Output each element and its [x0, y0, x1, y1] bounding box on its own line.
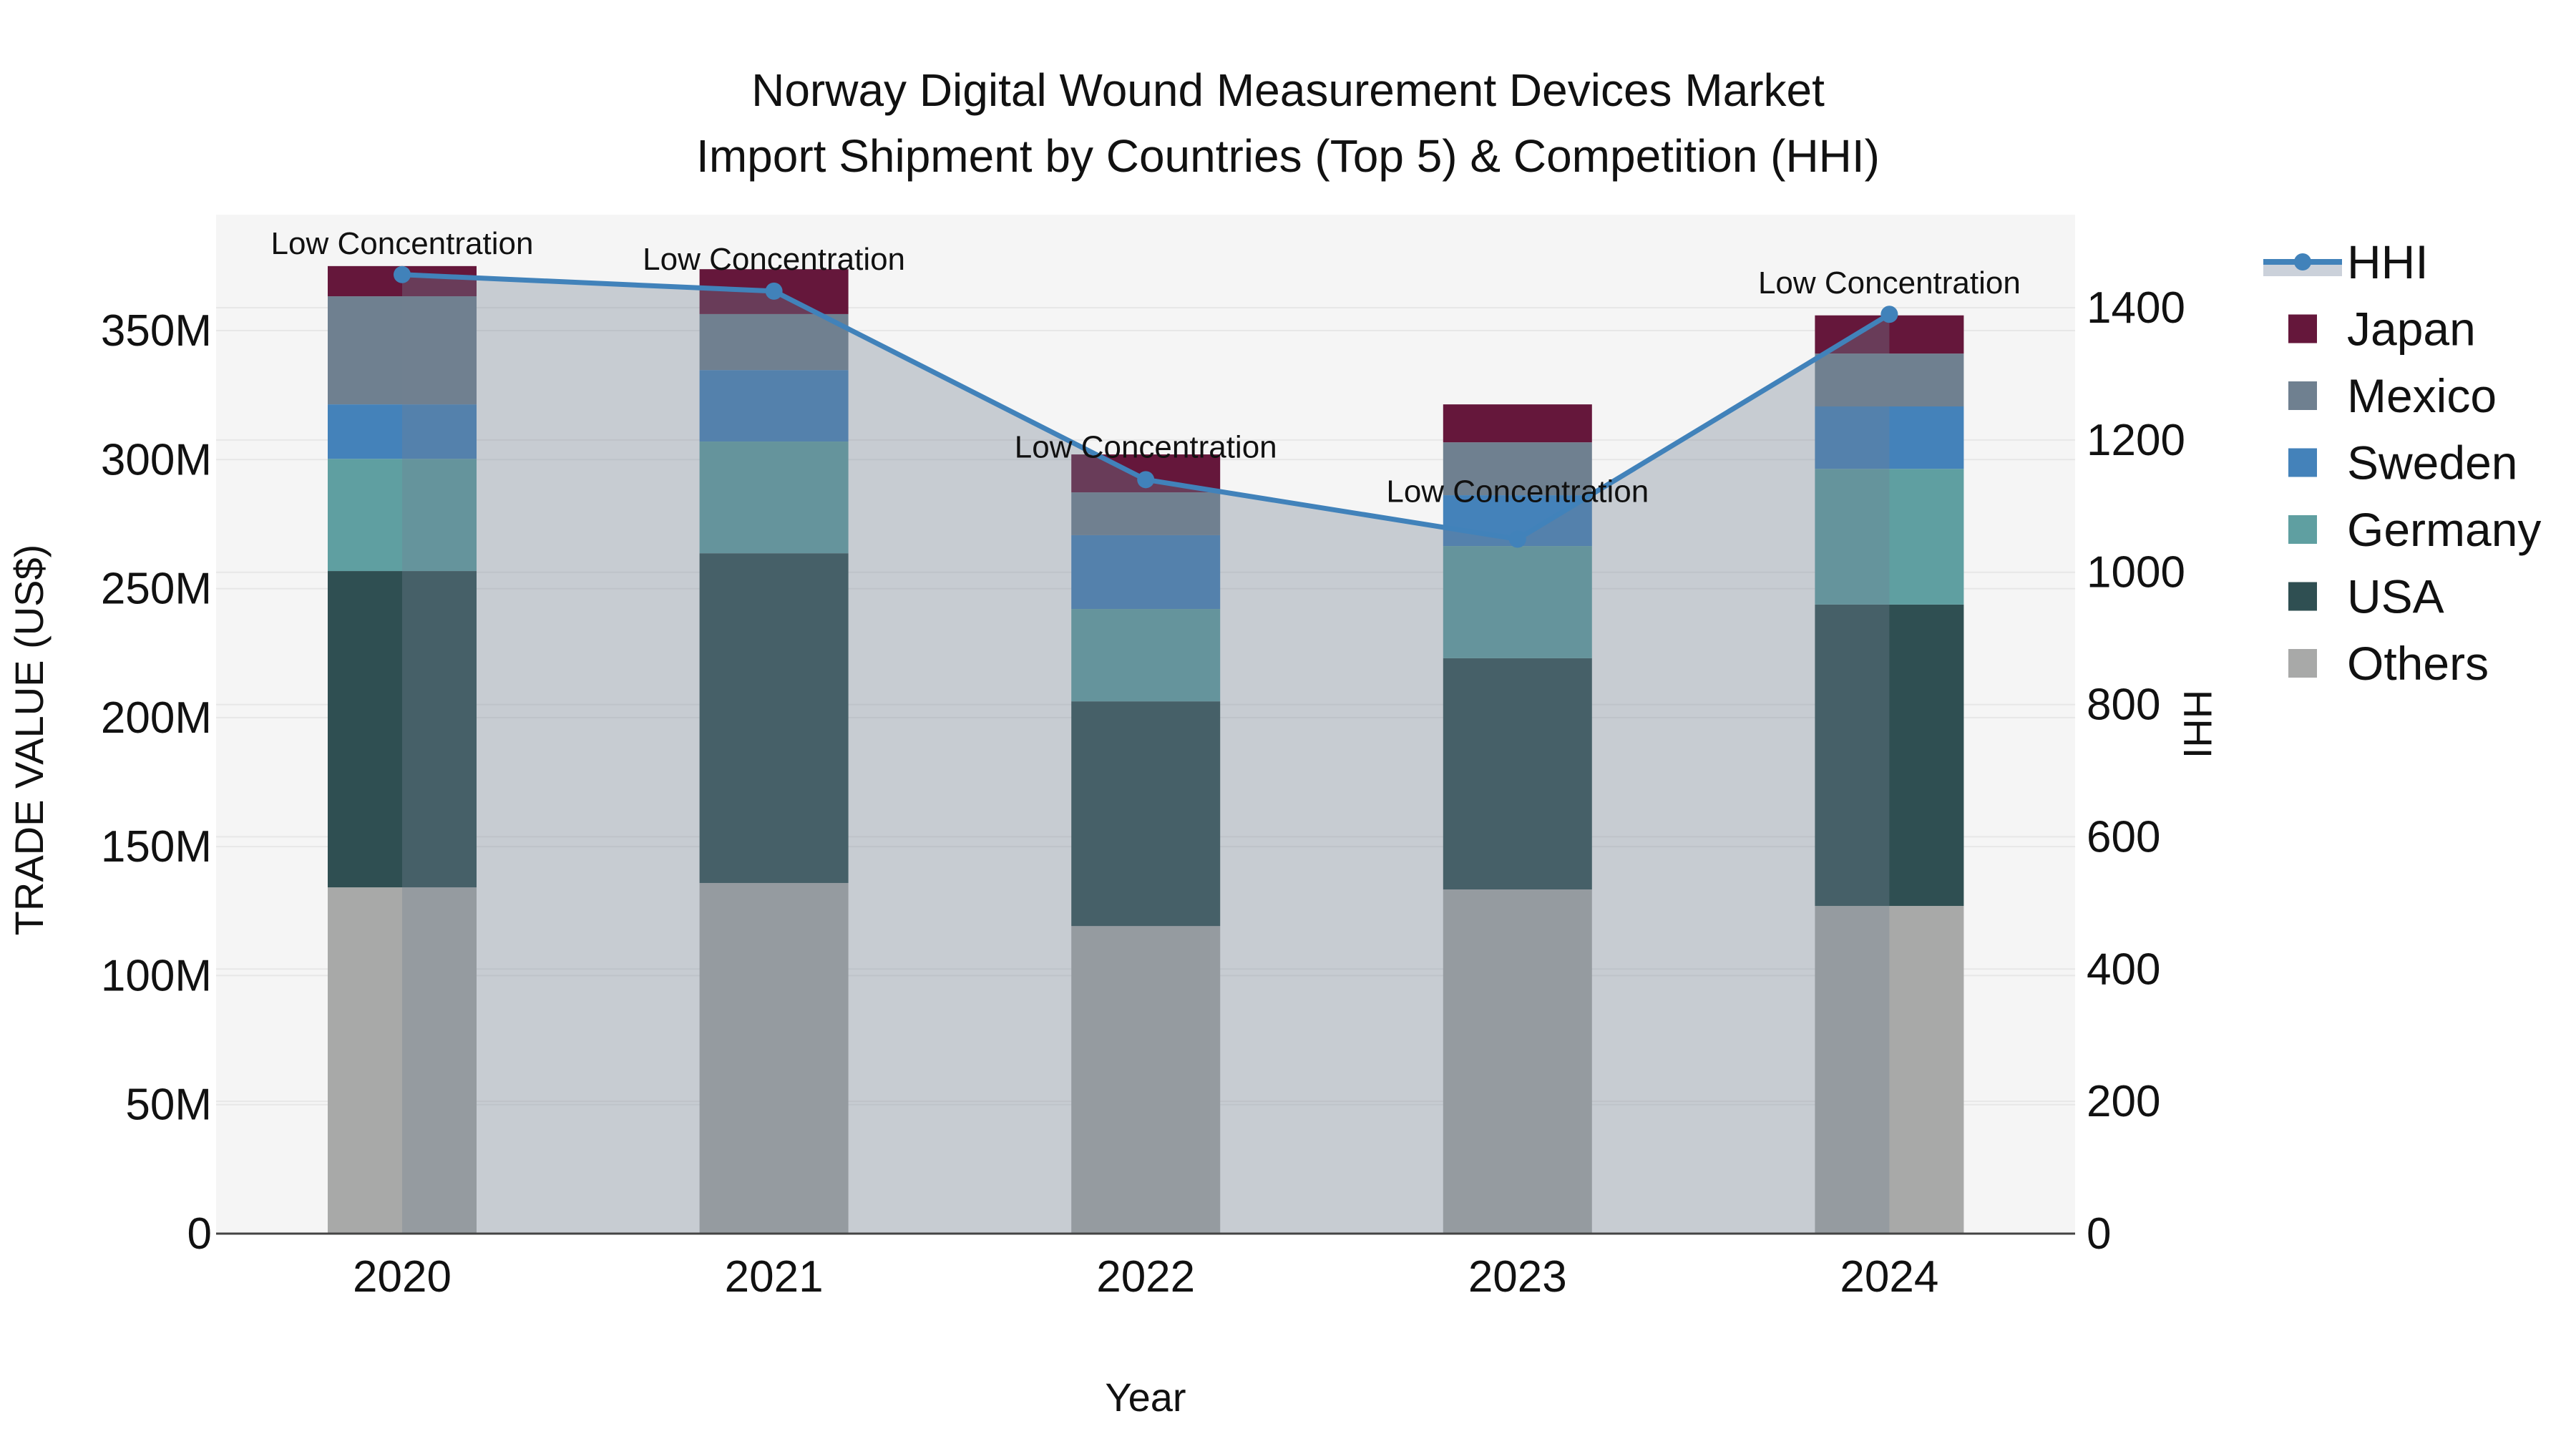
bar-segment-sweden-2021[interactable]	[699, 370, 849, 442]
bar-segment-usa-2024[interactable]	[1815, 604, 1964, 907]
y-right-tick-1400: 1400	[2087, 283, 2185, 333]
y-right-tick-0: 0	[2087, 1209, 2111, 1259]
hhi-marker-2022[interactable]	[1137, 471, 1155, 489]
y-left-tick-300M: 300M	[101, 435, 212, 484]
bar-segment-others-2024[interactable]	[1815, 906, 1964, 1234]
x-tick-2020: 2020	[353, 1252, 452, 1302]
bar-segment-mexico-2022[interactable]	[1071, 492, 1221, 535]
legend-hhi-marker	[2294, 253, 2311, 270]
legend-item-germany[interactable]: Germany	[2288, 503, 2541, 556]
bar-segment-others-2020[interactable]	[328, 887, 477, 1234]
legend-item-sweden[interactable]: Sweden	[2288, 436, 2518, 489]
y-right-tick-1200: 1200	[2087, 416, 2185, 465]
legend-swatch-sweden	[2288, 448, 2317, 477]
chart-title-line1: Norway Digital Wound Measurement Devices…	[751, 64, 1825, 116]
y-left-tick-100M: 100M	[101, 951, 212, 1000]
legend-item-others[interactable]: Others	[2288, 637, 2489, 690]
legend-item-mexico[interactable]: Mexico	[2288, 369, 2497, 422]
y-left-tick-250M: 250M	[101, 565, 212, 614]
annotation-2023: Low Concentration	[1386, 474, 1649, 509]
y-right-tick-400: 400	[2087, 945, 2160, 994]
legend-swatch-usa	[2288, 582, 2317, 611]
annotation-2022: Low Concentration	[1015, 429, 1277, 464]
legend-label-hhi: HHI	[2347, 235, 2429, 288]
bar-segment-usa-2021[interactable]	[699, 553, 849, 883]
bar-segment-germany-2024[interactable]	[1815, 469, 1964, 605]
bar-segment-germany-2020[interactable]	[328, 459, 477, 572]
y-axis-title-left: TRADE VALUE (US$)	[6, 545, 52, 936]
bar-segment-mexico-2024[interactable]	[1815, 353, 1964, 407]
x-tick-2023: 2023	[1468, 1252, 1567, 1302]
y-right-tick-800: 800	[2087, 680, 2160, 730]
bar-segment-germany-2021[interactable]	[699, 441, 849, 554]
annotation-2020: Low Concentration	[271, 226, 534, 261]
hhi-marker-2024[interactable]	[1880, 306, 1898, 323]
legend-label-others: Others	[2347, 637, 2489, 690]
legend-swatch-others	[2288, 649, 2317, 678]
bar-segment-usa-2022[interactable]	[1071, 701, 1221, 927]
legend-label-sweden: Sweden	[2347, 436, 2518, 489]
x-axis-title: Year	[1105, 1375, 1186, 1420]
annotation-2024: Low Concentration	[1758, 265, 2021, 301]
bar-segment-germany-2022[interactable]	[1071, 609, 1221, 702]
y-left-tick-200M: 200M	[101, 693, 212, 743]
bar-segment-japan-2023[interactable]	[1443, 404, 1592, 443]
bar-segment-usa-2020[interactable]	[328, 571, 477, 888]
x-tick-2024: 2024	[1840, 1252, 1938, 1302]
legend-label-germany: Germany	[2347, 503, 2541, 556]
bar-segment-others-2021[interactable]	[699, 882, 849, 1234]
y-right-tick-1000: 1000	[2087, 548, 2185, 597]
hhi-area-fill	[402, 274, 1890, 1234]
y-left-tick-0: 0	[187, 1209, 212, 1259]
hhi-marker-2020[interactable]	[394, 265, 411, 283]
bar-segment-usa-2023[interactable]	[1443, 658, 1592, 889]
legend-label-mexico: Mexico	[2347, 369, 2497, 422]
legend-item-usa[interactable]: USA	[2288, 570, 2444, 623]
chart-layers: Low Concentration Low Concentration Low Co…	[101, 215, 2541, 1302]
legend-label-usa: USA	[2347, 570, 2444, 623]
legend-label-japan: Japan	[2347, 303, 2476, 356]
legend-swatch-mexico	[2288, 381, 2317, 410]
annotation-2021: Low Concentration	[643, 242, 905, 277]
bar-segment-mexico-2020[interactable]	[328, 296, 477, 405]
hhi-marker-2023[interactable]	[1508, 530, 1526, 548]
bar-segment-others-2023[interactable]	[1443, 889, 1592, 1234]
x-tick-2021: 2021	[725, 1252, 824, 1302]
y-left-tick-350M: 350M	[101, 306, 212, 356]
bar-segment-sweden-2020[interactable]	[328, 404, 477, 459]
hhi-marker-2021[interactable]	[765, 282, 783, 300]
bar-segment-mexico-2023[interactable]	[1443, 442, 1592, 496]
legend-item-japan[interactable]: Japan	[2288, 303, 2476, 356]
y-left-tick-50M: 50M	[125, 1080, 212, 1130]
bar-segment-sweden-2024[interactable]	[1815, 406, 1964, 469]
legend-swatch-germany	[2288, 515, 2317, 544]
bar-segment-germany-2023[interactable]	[1443, 546, 1592, 658]
bar-segment-sweden-2022[interactable]	[1071, 535, 1221, 610]
y-axis-title-right: HHI	[2175, 690, 2220, 758]
x-tick-2022: 2022	[1096, 1252, 1195, 1302]
chart-title-line2: Import Shipment by Countries (Top 5) & C…	[696, 130, 1880, 182]
y-right-tick-200: 200	[2087, 1077, 2160, 1126]
legend-item-hhi[interactable]: HHI	[2263, 235, 2429, 288]
y-left-tick-150M: 150M	[101, 822, 212, 872]
bar-segment-others-2022[interactable]	[1071, 926, 1221, 1234]
y-right-tick-600: 600	[2087, 812, 2160, 862]
bar-segment-mexico-2021[interactable]	[699, 313, 849, 371]
legend-swatch-japan	[2288, 314, 2317, 343]
